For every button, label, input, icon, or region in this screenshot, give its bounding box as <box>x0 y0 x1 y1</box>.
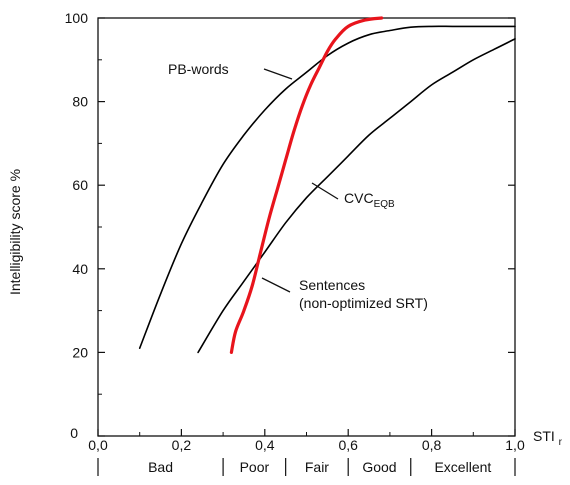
annotation-cvc-subscript: EQB <box>374 199 395 210</box>
x-axis-title: STI r <box>533 428 563 448</box>
cvc-eqb-curve <box>197 38 516 354</box>
annotation-cvc-eqb: CVCEQB <box>344 190 395 210</box>
y-tick-label: 20 <box>72 344 88 360</box>
band-label: Fair <box>305 459 329 475</box>
band-label: Good <box>362 459 396 475</box>
y-axis-title: Intelligibility score % <box>7 169 23 295</box>
band-label: Bad <box>148 459 173 475</box>
annotation-pb-words: PB-words <box>168 61 229 77</box>
leader-cvc-eqb <box>311 182 339 200</box>
y-tick-label: 80 <box>72 94 88 110</box>
plot-frame <box>97 17 516 437</box>
x-tick-label: 1,0 <box>505 437 525 453</box>
pb-words-curve <box>138 25 516 349</box>
quality-bands: Bad Poor Fair Good Excellent <box>97 458 516 476</box>
annotations: PB-words CVCEQB Sentences (non-optimized SR… <box>168 61 428 311</box>
curves <box>138 16 516 354</box>
y-tick-label: 0 <box>70 425 78 441</box>
y-tick-label: 60 <box>72 177 88 193</box>
y-axis-ticks: 0 20 40 60 80 100 <box>65 10 515 441</box>
x-tick-label: 0,8 <box>422 437 442 453</box>
y-tick-label: 40 <box>72 261 88 277</box>
x-tick-label: 0,0 <box>88 437 108 453</box>
leader-sentences <box>261 277 291 293</box>
x-tick-label: 0,4 <box>255 437 275 453</box>
x-axis-title-subscript: r <box>559 437 563 448</box>
annotation-sentences: Sentences <box>299 277 365 293</box>
x-tick-label: 0,6 <box>338 437 358 453</box>
leader-pb-words <box>263 68 293 80</box>
band-label: Excellent <box>434 459 491 475</box>
annotation-cvc-main: CVC <box>344 190 374 206</box>
x-axis-title-main: STI <box>533 428 555 444</box>
annotation-sentences-note: (non-optimized SRT) <box>299 295 428 311</box>
y-tick-label: 100 <box>65 10 89 26</box>
band-label: Poor <box>240 459 270 475</box>
x-tick-label: 0,2 <box>172 437 192 453</box>
sentences-curve <box>229 16 384 354</box>
plot-area <box>97 17 516 437</box>
x-axis-ticks: 0,0 0,2 0,4 0,6 0,8 1,0 <box>88 429 525 453</box>
